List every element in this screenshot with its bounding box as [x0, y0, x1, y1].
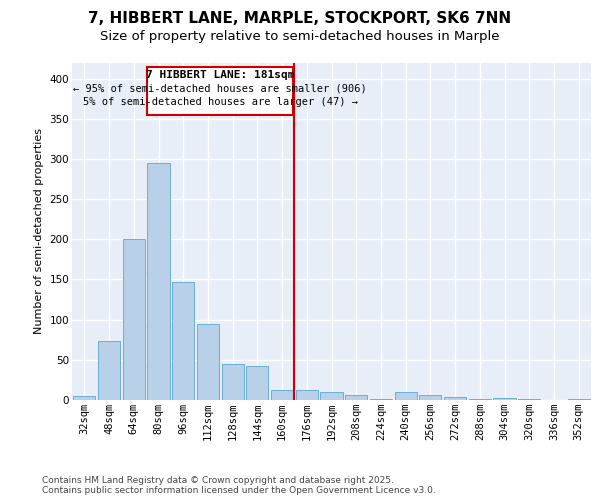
Bar	[568, 399, 590, 400]
Y-axis label: Number of semi-detached properties: Number of semi-detached properties	[34, 128, 44, 334]
Text: Contains HM Land Registry data © Crown copyright and database right 2025.
Contai: Contains HM Land Registry data © Crown c…	[42, 476, 436, 495]
Bar	[73, 396, 95, 400]
Bar	[419, 395, 442, 400]
Bar	[444, 397, 466, 400]
Text: 5% of semi-detached houses are larger (47) →: 5% of semi-detached houses are larger (4…	[83, 98, 358, 108]
Bar	[271, 390, 293, 400]
Bar	[345, 395, 367, 400]
Bar	[370, 399, 392, 400]
Bar	[493, 398, 515, 400]
Bar	[148, 66, 293, 114]
Bar	[98, 342, 120, 400]
Bar	[395, 392, 417, 400]
Bar	[197, 324, 219, 400]
Bar	[296, 390, 318, 400]
Text: ← 95% of semi-detached houses are smaller (906): ← 95% of semi-detached houses are smalle…	[73, 84, 367, 94]
Bar	[320, 392, 343, 400]
Text: 7, HIBBERT LANE, MARPLE, STOCKPORT, SK6 7NN: 7, HIBBERT LANE, MARPLE, STOCKPORT, SK6 …	[88, 11, 512, 26]
Bar	[469, 399, 491, 400]
Bar	[172, 282, 194, 400]
Text: Size of property relative to semi-detached houses in Marple: Size of property relative to semi-detach…	[100, 30, 500, 43]
Bar	[221, 364, 244, 400]
Bar	[246, 366, 268, 400]
Bar	[518, 399, 541, 400]
Bar	[148, 163, 170, 400]
Bar	[122, 240, 145, 400]
Text: 7 HIBBERT LANE: 181sqm: 7 HIBBERT LANE: 181sqm	[146, 70, 295, 80]
